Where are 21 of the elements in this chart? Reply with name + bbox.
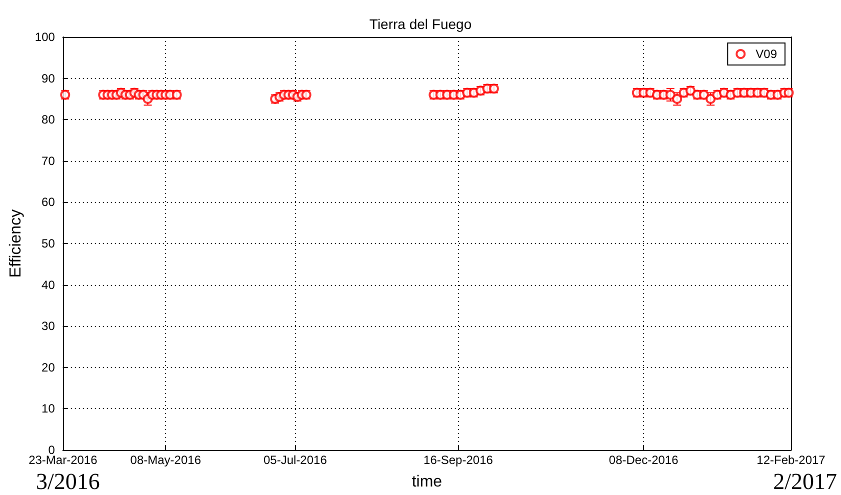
- y-tick-label: 80: [42, 112, 56, 127]
- x-tick-label: 12-Feb-2017: [756, 453, 826, 467]
- y-tick-label: 50: [42, 236, 56, 250]
- x-tick-label: 08-Dec-2016: [608, 453, 679, 467]
- y-tick-label: 90: [42, 71, 56, 86]
- y-tick-label: 100: [34, 30, 56, 44]
- x-tick-label: 05-Jul-2016: [264, 453, 328, 467]
- x-tick-label: 16-Sep-2016: [424, 453, 494, 467]
- chart-title: Tierra del Fuego: [369, 16, 472, 32]
- text: 2/2017: [773, 469, 837, 494]
- x-tick-label: 08-May-2016: [130, 453, 202, 467]
- y-tick-label: 40: [42, 278, 56, 292]
- x-axis-title: time: [412, 474, 442, 490]
- y-tick-label: 20: [42, 360, 56, 374]
- y-tick-label: 60: [42, 195, 56, 210]
- legend-label: V09: [756, 47, 778, 61]
- y-tick-label: 10: [42, 402, 56, 416]
- y-tick-label: 30: [42, 319, 56, 334]
- y-axis-title: Efficiency: [8, 209, 24, 278]
- y-tick-label: 70: [42, 154, 56, 168]
- text: 3/2016: [36, 469, 100, 494]
